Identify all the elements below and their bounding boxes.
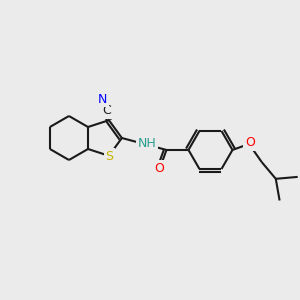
Text: N: N (98, 93, 107, 106)
Text: O: O (245, 136, 255, 149)
Text: O: O (154, 162, 164, 175)
Text: S: S (105, 150, 113, 163)
Text: C: C (102, 104, 111, 117)
Text: NH: NH (138, 137, 157, 150)
